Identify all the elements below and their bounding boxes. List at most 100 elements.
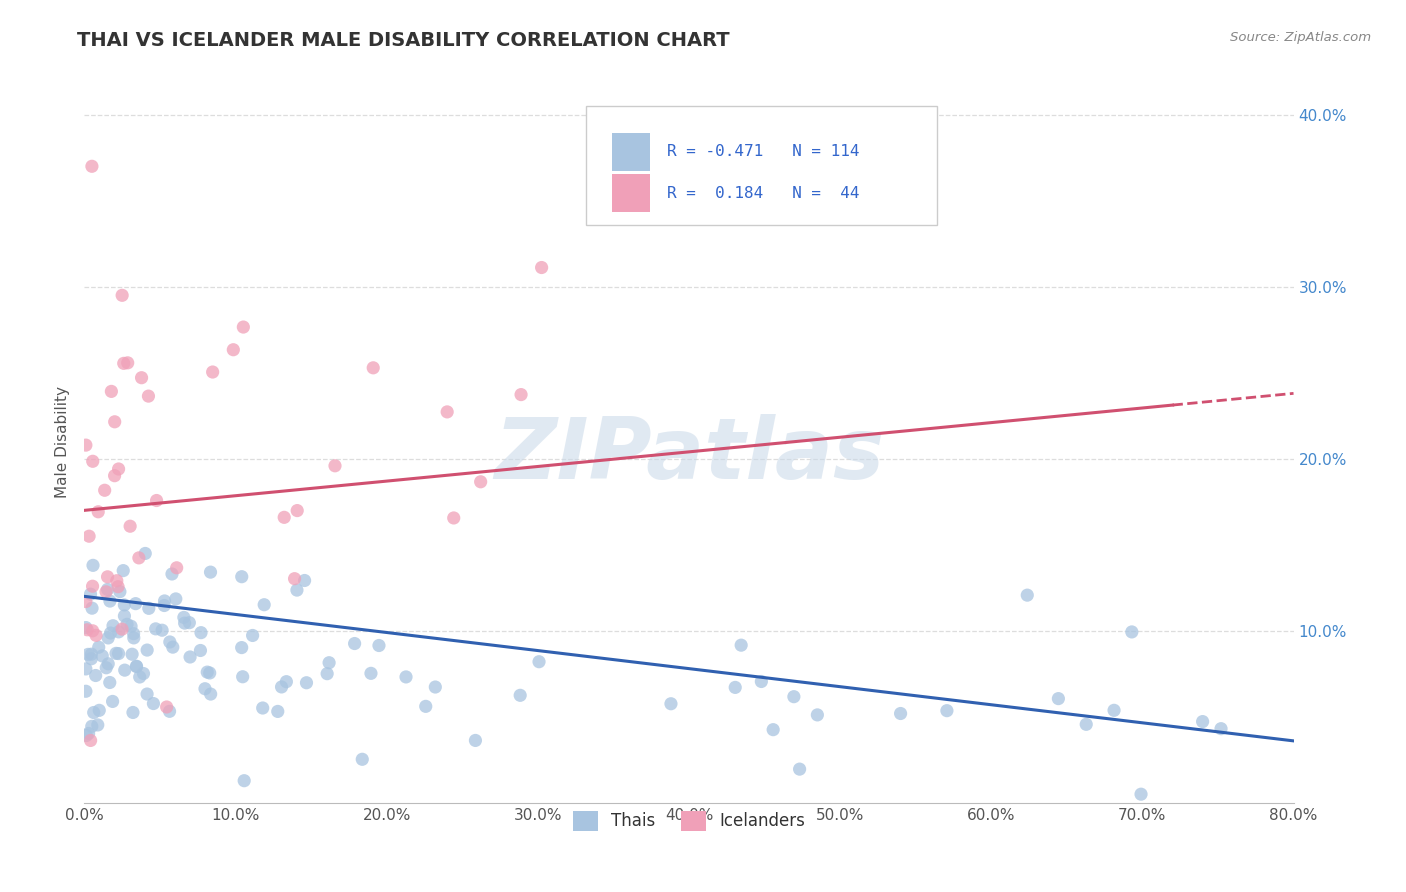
Point [104, 468, 127, 483]
Point [76, 623, 98, 637]
Point [190, 625, 212, 640]
Point [134, 546, 156, 560]
Point [270, 680, 292, 694]
FancyBboxPatch shape [612, 175, 650, 212]
Point [145, 622, 167, 636]
Point [82, 624, 104, 638]
Point [79, 733, 101, 747]
Point [121, 647, 143, 661]
Point [114, 663, 136, 677]
Point [527, 655, 550, 669]
Point [75, 684, 97, 698]
Point [80, 159, 103, 173]
Point [789, 762, 811, 776]
Point [125, 659, 148, 673]
Point [100, 626, 122, 640]
Point [285, 583, 308, 598]
Point [190, 643, 212, 657]
Point [200, 565, 222, 579]
Point [112, 356, 135, 370]
Point [1076, 717, 1098, 731]
Text: THAI VS ICELANDER MALE DISABILITY CORRELATION CHART: THAI VS ICELANDER MALE DISABILITY CORREL… [77, 31, 730, 50]
Point [77, 648, 100, 662]
Point [105, 646, 128, 660]
Point [128, 550, 150, 565]
Point [111, 288, 134, 302]
Text: ZIPatlas: ZIPatlas [494, 415, 884, 498]
Point [1017, 588, 1039, 602]
Point [361, 360, 384, 375]
Point [120, 619, 142, 633]
Point [107, 580, 129, 594]
Point [530, 260, 553, 275]
Point [96, 661, 118, 675]
Point [242, 628, 264, 642]
Point [93, 483, 115, 498]
Text: Source: ZipAtlas.com: Source: ZipAtlas.com [1230, 31, 1371, 45]
Point [94, 584, 117, 599]
Point [87, 718, 110, 732]
Point [84, 628, 107, 642]
Point [295, 675, 318, 690]
Point [107, 624, 129, 639]
Point [82, 454, 104, 468]
Point [173, 616, 195, 631]
Point [117, 356, 139, 370]
Point [232, 320, 254, 334]
Point [75, 621, 97, 635]
Point [97, 657, 120, 671]
Point [80, 719, 103, 733]
Point [153, 594, 176, 608]
Point [935, 704, 957, 718]
Point [80, 601, 103, 615]
Point [443, 511, 465, 525]
Point [80, 647, 103, 661]
Point [128, 670, 150, 684]
Point [730, 638, 752, 652]
Point [425, 680, 447, 694]
Text: R =  0.184   N =  44: R = 0.184 N = 44 [668, 186, 859, 201]
Point [285, 503, 308, 517]
Point [105, 574, 128, 588]
Point [1191, 714, 1213, 729]
Point [82, 558, 104, 573]
Point [96, 570, 118, 584]
Point [132, 666, 155, 681]
Point [368, 639, 391, 653]
FancyBboxPatch shape [612, 133, 650, 170]
Point [82, 579, 104, 593]
Point [198, 665, 221, 680]
Point [97, 582, 120, 597]
Point [806, 707, 828, 722]
Point [153, 599, 176, 613]
Point [120, 519, 142, 533]
Point [84, 668, 107, 682]
Point [87, 640, 110, 655]
Point [659, 697, 682, 711]
Point [145, 493, 167, 508]
Point [360, 666, 382, 681]
Point [464, 733, 486, 747]
Point [316, 666, 339, 681]
Point [91, 648, 114, 663]
Point [395, 670, 418, 684]
Point [284, 572, 307, 586]
Point [111, 622, 134, 636]
Point [75, 729, 97, 743]
Point [80, 651, 103, 665]
Point [509, 689, 531, 703]
Point [122, 706, 145, 720]
Point [751, 674, 773, 689]
Point [138, 601, 160, 615]
Point [318, 656, 340, 670]
Point [125, 659, 148, 673]
Point [276, 674, 298, 689]
Point [233, 773, 256, 788]
Point [79, 587, 101, 601]
Point [470, 475, 492, 489]
Point [343, 636, 366, 650]
FancyBboxPatch shape [586, 105, 936, 225]
Point [890, 706, 912, 721]
Point [112, 564, 135, 578]
Point [89, 703, 111, 717]
